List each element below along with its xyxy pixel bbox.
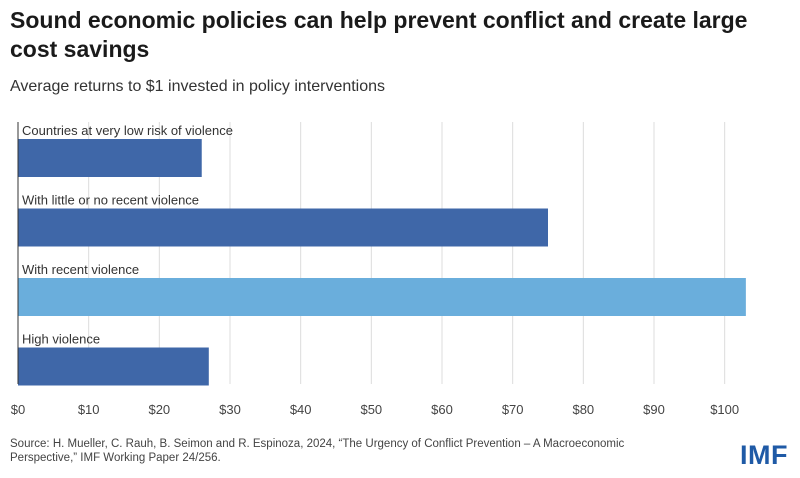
source-note: Source: H. Mueller, C. Rauh, B. Seimon a… xyxy=(10,438,625,464)
chart-title: Sound economic policies can help prevent… xyxy=(10,7,748,62)
x-tick-label: $10 xyxy=(78,402,100,417)
category-label: With little or no recent violence xyxy=(22,193,199,208)
x-axis-ticks: $0 $10 $20 $30 $40 $50 $60 $70 $80 $90 $100 xyxy=(11,402,739,417)
x-tick-label: $40 xyxy=(290,402,312,417)
bar xyxy=(18,208,548,247)
x-tick-label: $90 xyxy=(643,402,665,417)
bar xyxy=(18,278,746,316)
bar xyxy=(18,347,209,386)
category-label: Countries at very low risk of violence xyxy=(22,123,233,138)
x-tick-label: $50 xyxy=(360,402,382,417)
x-tick-label: $70 xyxy=(502,402,524,417)
x-tick-label: $60 xyxy=(431,402,453,417)
bar xyxy=(18,139,202,177)
x-tick-label: $80 xyxy=(572,402,594,417)
x-tick-label: $100 xyxy=(710,402,739,417)
x-tick-label: $0 xyxy=(11,402,25,417)
category-labels: Countries at very low risk of violence Wi… xyxy=(22,123,233,347)
chart-subtitle: Average returns to $1 invested in policy… xyxy=(10,78,386,95)
bars xyxy=(18,139,746,386)
imf-logo: IMF xyxy=(740,440,788,470)
bar-chart: Countries at very low risk of violence Wi… xyxy=(11,122,746,417)
category-label: High violence xyxy=(22,332,100,347)
category-label: With recent violence xyxy=(22,262,139,277)
x-tick-label: $30 xyxy=(219,402,241,417)
x-tick-label: $20 xyxy=(148,402,170,417)
